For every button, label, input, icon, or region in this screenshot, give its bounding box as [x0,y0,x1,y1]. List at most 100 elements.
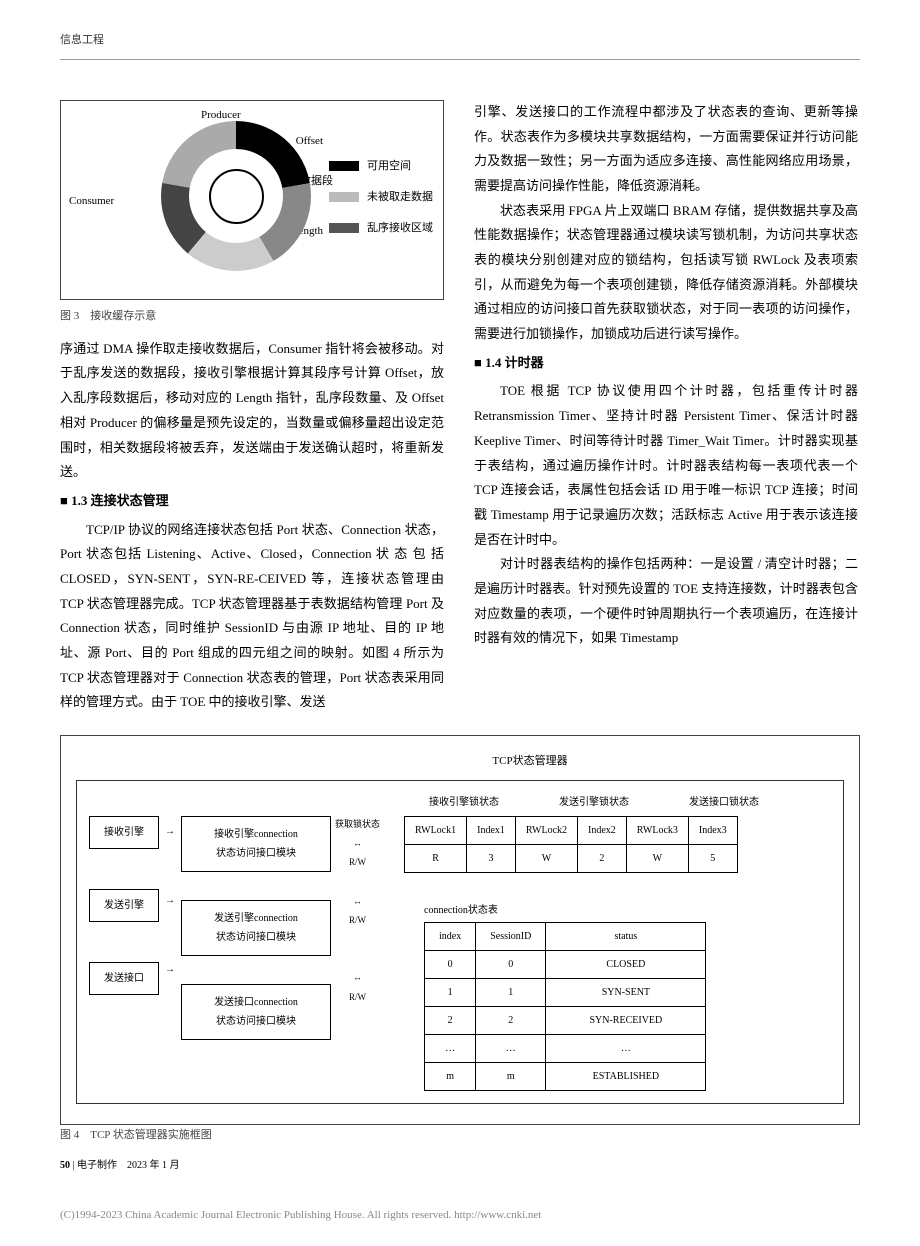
paragraph: 序通过 DMA 操作取走接收数据后，Consumer 指针将会被移动。对于乱序发… [60,337,444,485]
cell: Index3 [688,816,737,844]
table-row: ……… [425,1034,706,1062]
cell: R [405,844,467,872]
fig3-legend: 可用空间 未被取走数据 乱序接收区域 [329,156,433,249]
iface-mod-box: 发送接口connection 状态访问接口模块 [181,984,331,1040]
arrow-label: R/W [349,854,366,871]
cell: 2 [578,844,627,872]
fig4-inner: 接收引擎锁状态 发送引擎锁状态 发送接口锁状态 接收引擎 发送引擎 发送接口 接… [76,780,844,1104]
conn-table: index SessionID status 00CLOSED 11SYN-SE… [424,922,706,1091]
paragraph: 状态表采用 FPGA 片上双端口 BRAM 存储，提供数据共享及高性能数据操作；… [474,199,858,347]
legend-row: 可用空间 [329,156,433,177]
cell: Index1 [467,816,516,844]
arrow-label: R/W [349,989,366,1006]
cell: SYN-SENT [546,978,706,1006]
table-row: mmESTABLISHED [425,1062,706,1090]
cell: CLOSED [546,950,706,978]
figure-3-caption: 图 3 接收缓存示意 [60,306,444,327]
journal-name: | 电子制作 2023 年 1 月 [73,1160,180,1171]
recv-engine-box: 接收引擎 [89,816,159,849]
fig3-offset-label: Offset [296,131,323,152]
arrow-icon [353,835,362,852]
paragraph: 引擎、发送接口的工作流程中都涉及了状态表的查询、更新等操作。状态表作为多模块共享… [474,100,858,199]
paragraph: TOE 根据 TCP 协议使用四个计时器，包括重传计时器 Retransmiss… [474,379,858,552]
fig4-mgr-title: TCP状态管理器 [216,751,844,772]
cell: RWLock3 [626,816,688,844]
table-row: 11SYN-SENT [425,978,706,1006]
cell: … [425,1034,476,1062]
recv-mod-box: 接收引擎connection 状态访问接口模块 [181,816,331,872]
cell: 0 [425,950,476,978]
engines-column: 接收引擎 发送引擎 发送接口 [89,816,159,995]
lock-headers: 接收引擎锁状态 发送引擎锁状态 发送接口锁状态 [429,793,831,812]
lock-hdr-send: 发送引擎锁状态 [559,793,629,812]
fig4-body: 接收引擎 发送引擎 发送接口 接收引擎connection 状态访问接口模块 发… [89,816,831,1091]
copyright-footer: (C)1994-2023 China Academic Journal Elec… [60,1205,860,1226]
figure-3: Producer Offset 乱序数据段 length Consumer 可用… [60,100,444,300]
legend-row: 乱序接收区域 [329,218,433,239]
cell: RWLock2 [515,816,577,844]
section-1-3-title: 1.3 连接状态管理 [60,489,444,514]
fig3-inner-circle [209,169,264,224]
legend-text: 乱序接收区域 [367,218,433,239]
table-row: 22SYN-RECEIVED [425,1006,706,1034]
arrow-rw: R/W [335,969,380,1005]
cell: 2 [425,1006,476,1034]
lock-table: RWLock1 Index1 RWLock2 Index2 RWLock3 In… [404,816,738,873]
cell: index [425,922,476,950]
right-column: 引擎、发送接口的工作流程中都涉及了状态表的查询、更新等操作。状态表作为多模块共享… [474,100,858,715]
legend-swatch-icon [329,192,359,202]
table-row: R 3 W 2 W 5 [405,844,738,872]
arrow-label: R/W [349,912,366,929]
figure-4: TCP状态管理器 接收引擎锁状态 发送引擎锁状态 发送接口锁状态 接收引擎 发送… [60,735,860,1125]
legend-row: 未被取走数据 [329,187,433,208]
arrow-icon [165,891,175,910]
cell: 5 [688,844,737,872]
arrow-icon [353,893,362,910]
cell: m [476,1062,546,1090]
legend-text: 可用空间 [367,156,411,177]
cell: status [546,922,706,950]
cell: 2 [476,1006,546,1034]
cell: 1 [425,978,476,1006]
cell: ESTABLISHED [546,1062,706,1090]
arrow-icon [353,969,362,986]
table-row: RWLock1 Index1 RWLock2 Index2 RWLock3 In… [405,816,738,844]
lock-hdr-recv: 接收引擎锁状态 [429,793,499,812]
modules-column: 接收引擎connection 状态访问接口模块 发送引擎connection 状… [181,816,331,1040]
fig3-consumer-label: Consumer [69,191,114,212]
page-footer: 50 | 电子制作 2023 年 1 月 [60,1156,860,1175]
arrow-rw: R/W [335,893,380,929]
cell: SYN-RECEIVED [546,1006,706,1034]
send-engine-box: 发送引擎 [89,889,159,922]
arrow-getlock: 获取锁状态 R/W [335,816,380,871]
figure-4-wrap: TCP状态管理器 接收引擎锁状态 发送引擎锁状态 发送接口锁状态 接收引擎 发送… [60,735,860,1146]
two-column-layout: Producer Offset 乱序数据段 length Consumer 可用… [60,100,860,715]
arrow-icon [165,822,175,841]
cell: W [626,844,688,872]
cell: … [546,1034,706,1062]
cell: 0 [476,950,546,978]
cell: … [476,1034,546,1062]
send-mod-box: 发送引擎connection 状态访问接口模块 [181,900,331,956]
tables-column: RWLock1 Index1 RWLock2 Index2 RWLock3 In… [384,816,738,1091]
table-row: index SessionID status [425,922,706,950]
cell: W [515,844,577,872]
arrow-label: 获取锁状态 [335,816,380,833]
cell: SessionID [476,922,546,950]
cell: m [425,1062,476,1090]
legend-swatch-icon [329,223,359,233]
cell: RWLock1 [405,816,467,844]
page-number: 50 [60,1160,70,1171]
paragraph: 对计时器表结构的操作包括两种：一是设置 / 清空计时器；二是遍历计时器表。针对预… [474,552,858,651]
figure-4-caption: 图 4 TCP 状态管理器实施框图 [60,1125,860,1146]
header-tag: 信息工程 [60,30,860,51]
left-column: Producer Offset 乱序数据段 length Consumer 可用… [60,100,444,715]
paragraph: TCP/IP 协议的网络连接状态包括 Port 状态、Connection 状态… [60,518,444,716]
cell: 3 [467,844,516,872]
cell: 1 [476,978,546,1006]
page-rule [60,59,860,60]
conn-table-caption: connection状态表 [424,901,738,920]
send-iface-box: 发送接口 [89,962,159,995]
legend-swatch-icon [329,161,359,171]
arrow-column-2: 获取锁状态 R/W R/W R/W [335,816,380,1006]
